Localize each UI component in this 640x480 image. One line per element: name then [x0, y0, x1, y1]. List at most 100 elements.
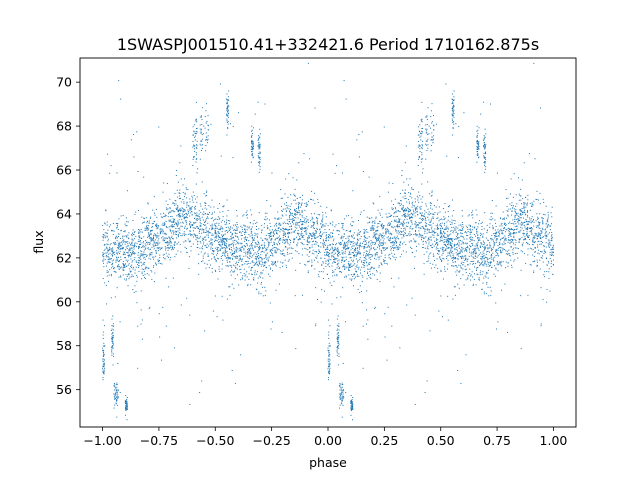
data-point — [420, 208, 422, 210]
data-point — [228, 247, 230, 249]
data-point — [119, 246, 121, 248]
data-point — [519, 214, 521, 216]
data-point — [135, 266, 137, 268]
data-point — [263, 242, 265, 244]
data-point — [230, 238, 232, 240]
data-point — [453, 238, 455, 240]
data-point — [423, 237, 425, 239]
data-point — [477, 244, 479, 246]
data-point — [140, 290, 142, 292]
data-point — [496, 328, 498, 330]
data-point — [223, 251, 225, 253]
data-point — [186, 188, 188, 190]
data-point — [434, 259, 436, 261]
data-point — [218, 203, 220, 205]
data-point — [398, 226, 400, 228]
data-point — [228, 245, 230, 247]
data-point — [268, 265, 270, 267]
data-point — [138, 239, 140, 241]
data-point — [165, 233, 167, 235]
data-point — [448, 206, 450, 208]
data-point — [116, 240, 118, 242]
data-point — [136, 276, 138, 278]
data-point — [169, 238, 171, 240]
data-point — [296, 213, 298, 215]
data-point — [398, 210, 400, 212]
data-point — [505, 253, 507, 255]
data-point — [437, 244, 439, 246]
data-point — [123, 264, 124, 266]
data-point — [377, 239, 379, 241]
data-point — [307, 219, 309, 221]
data-point — [450, 224, 452, 226]
data-point — [233, 236, 235, 238]
data-point — [369, 273, 371, 275]
data-point — [285, 235, 287, 237]
data-point — [195, 237, 197, 239]
data-point — [472, 217, 474, 219]
data-point — [301, 202, 303, 204]
data-point — [210, 264, 212, 266]
data-point — [509, 229, 511, 231]
data-point — [401, 223, 403, 225]
data-point — [222, 219, 224, 221]
data-point — [294, 195, 296, 197]
data-point — [225, 251, 227, 253]
data-point — [205, 226, 207, 228]
data-point — [390, 277, 392, 279]
data-point — [138, 231, 140, 233]
data-point — [264, 212, 266, 214]
data-point — [273, 233, 275, 235]
data-point — [368, 268, 370, 270]
data-point — [520, 224, 522, 226]
data-point — [187, 233, 189, 235]
data-point — [414, 209, 416, 211]
data-point — [211, 234, 213, 236]
data-point — [114, 296, 116, 298]
data-point — [367, 231, 369, 233]
data-point — [509, 255, 511, 257]
data-point — [531, 216, 533, 218]
data-point — [376, 237, 378, 239]
data-point — [465, 255, 467, 257]
data-point — [222, 259, 224, 261]
data-point — [372, 254, 374, 256]
data-point — [529, 228, 531, 230]
data-point — [195, 183, 197, 185]
data-point — [182, 221, 184, 223]
data-point — [191, 199, 193, 201]
data-point — [397, 215, 399, 217]
data-point — [426, 223, 428, 225]
data-point — [240, 249, 242, 251]
data-point — [305, 233, 307, 235]
data-point — [530, 227, 532, 229]
data-point — [422, 240, 424, 242]
data-point — [494, 235, 496, 237]
data-point — [393, 216, 395, 218]
data-point — [385, 230, 387, 232]
data-point — [336, 264, 338, 266]
data-point — [420, 239, 422, 241]
data-point — [500, 218, 501, 220]
data-point — [466, 242, 468, 244]
data-point — [430, 203, 432, 205]
data-point — [224, 254, 226, 256]
data-point — [369, 249, 371, 251]
data-point — [254, 232, 256, 234]
data-point — [333, 238, 335, 240]
data-point — [266, 212, 268, 214]
data-point — [243, 251, 245, 253]
data-point — [475, 262, 477, 264]
data-point — [288, 221, 290, 223]
data-point — [485, 276, 487, 278]
data-point — [413, 211, 415, 212]
data-point — [348, 239, 350, 241]
data-point — [171, 226, 173, 228]
data-point — [313, 222, 315, 224]
data-point — [373, 274, 375, 276]
data-point — [333, 280, 335, 282]
data-point — [324, 251, 326, 253]
data-point — [210, 238, 212, 240]
data-point — [378, 244, 380, 246]
